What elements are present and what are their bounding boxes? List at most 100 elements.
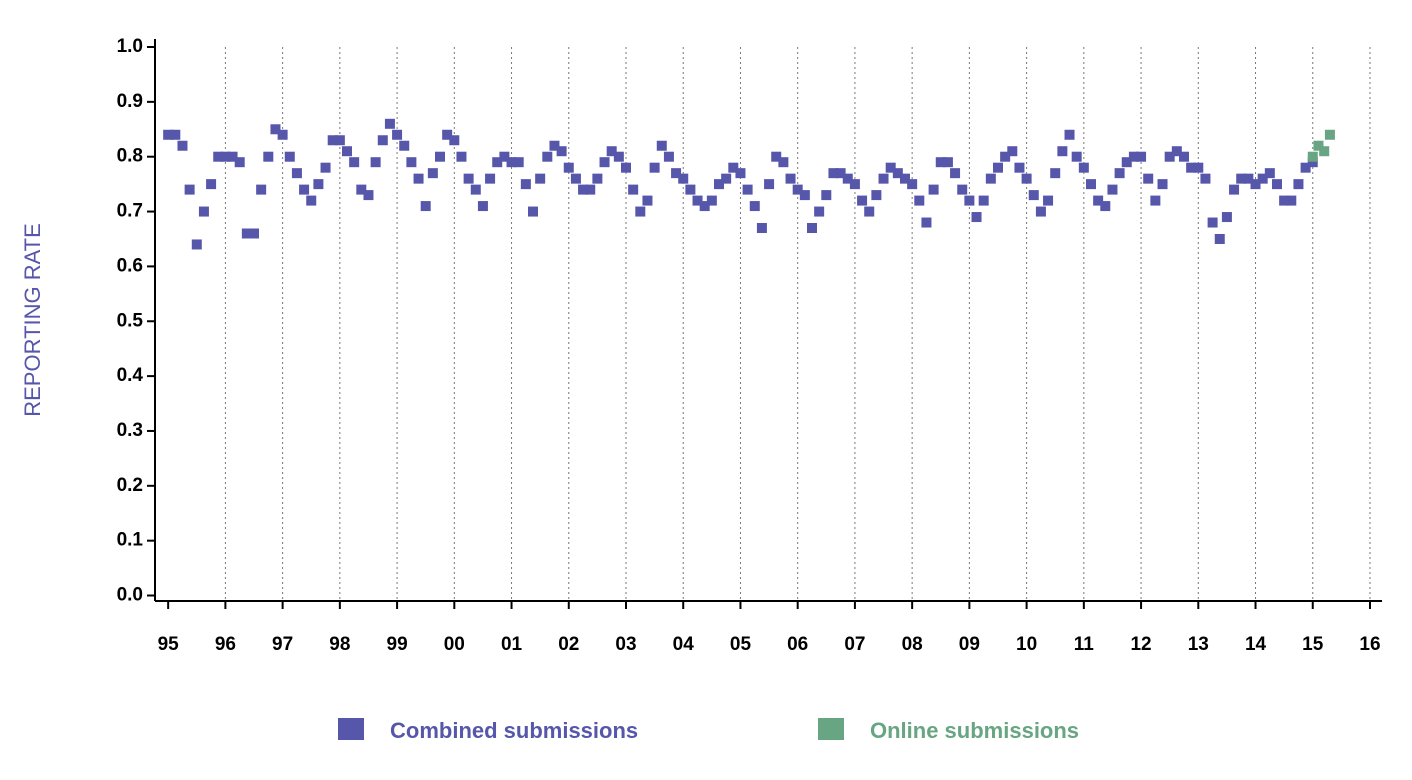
point — [756, 223, 767, 234]
point — [513, 157, 524, 168]
point — [320, 162, 331, 173]
point — [163, 129, 174, 140]
x-tick-label: 02 — [558, 634, 579, 655]
point — [442, 129, 453, 140]
point — [234, 157, 245, 168]
point — [1007, 146, 1018, 157]
point — [1214, 233, 1225, 244]
point — [907, 179, 918, 190]
point — [1200, 173, 1211, 184]
point — [885, 162, 896, 173]
x-tick-label: 14 — [1245, 634, 1267, 655]
point — [1128, 151, 1139, 162]
point — [535, 173, 546, 184]
point — [1229, 184, 1240, 195]
point — [728, 162, 739, 173]
point — [1186, 162, 1197, 173]
point — [1114, 168, 1125, 179]
point — [463, 173, 474, 184]
y-tick-label: 0.3 — [117, 420, 143, 441]
point — [663, 151, 674, 162]
point — [878, 173, 889, 184]
point — [327, 135, 338, 146]
point — [399, 140, 410, 151]
point — [1028, 190, 1039, 201]
point — [835, 168, 846, 179]
legend-label: Combined submissions — [390, 718, 638, 743]
point — [1021, 173, 1032, 184]
point — [1035, 206, 1046, 217]
point — [1136, 151, 1147, 162]
point — [1000, 151, 1011, 162]
point — [1257, 173, 1268, 184]
point — [606, 146, 617, 157]
point — [241, 228, 252, 239]
point — [1293, 179, 1304, 190]
y-tick-label: 1.0 — [117, 36, 143, 57]
point — [1050, 168, 1061, 179]
point — [1286, 195, 1297, 206]
point — [771, 151, 782, 162]
point — [377, 135, 388, 146]
point — [957, 184, 968, 195]
point — [198, 206, 209, 217]
point — [277, 129, 288, 140]
point — [570, 173, 581, 184]
y-tick-label: 0.9 — [117, 91, 143, 112]
point — [542, 151, 553, 162]
point — [1271, 179, 1282, 190]
point — [649, 162, 660, 173]
point — [249, 228, 260, 239]
x-tick-label: 07 — [844, 634, 865, 655]
point — [778, 157, 789, 168]
point — [799, 190, 810, 201]
x-tick-label: 99 — [387, 634, 408, 655]
point — [828, 168, 839, 179]
point — [1307, 157, 1318, 168]
point — [506, 157, 517, 168]
x-tick-label: 16 — [1359, 634, 1380, 655]
point — [1207, 217, 1218, 228]
point — [563, 162, 574, 173]
point — [1250, 179, 1261, 190]
point — [871, 190, 882, 201]
point — [470, 184, 481, 195]
x-tick-label: 13 — [1188, 634, 1209, 655]
point — [356, 184, 367, 195]
point — [384, 118, 395, 129]
point — [1100, 201, 1111, 212]
point — [170, 129, 181, 140]
point — [306, 195, 317, 206]
point — [1264, 168, 1275, 179]
point — [950, 168, 961, 179]
point — [899, 173, 910, 184]
point — [892, 168, 903, 179]
point — [764, 179, 775, 190]
point — [392, 129, 403, 140]
y-tick-label: 0.1 — [117, 530, 144, 551]
point — [342, 146, 353, 157]
point — [1157, 179, 1168, 190]
point — [1243, 173, 1254, 184]
point — [713, 179, 724, 190]
x-tick-label: 95 — [158, 634, 180, 655]
point — [849, 179, 860, 190]
point — [578, 184, 589, 195]
y-tick-label: 0.4 — [117, 365, 144, 386]
point — [334, 135, 345, 146]
point — [599, 157, 610, 168]
point — [642, 195, 653, 206]
point — [692, 195, 703, 206]
point — [806, 223, 817, 234]
point — [857, 195, 868, 206]
point — [485, 173, 496, 184]
point — [1221, 212, 1232, 223]
y-tick-label: 0.5 — [117, 310, 144, 331]
point — [427, 168, 438, 179]
point — [1064, 129, 1075, 140]
point — [742, 184, 753, 195]
point — [1178, 151, 1189, 162]
legend-swatch — [338, 718, 364, 740]
x-tick-label: 11 — [1074, 634, 1095, 655]
